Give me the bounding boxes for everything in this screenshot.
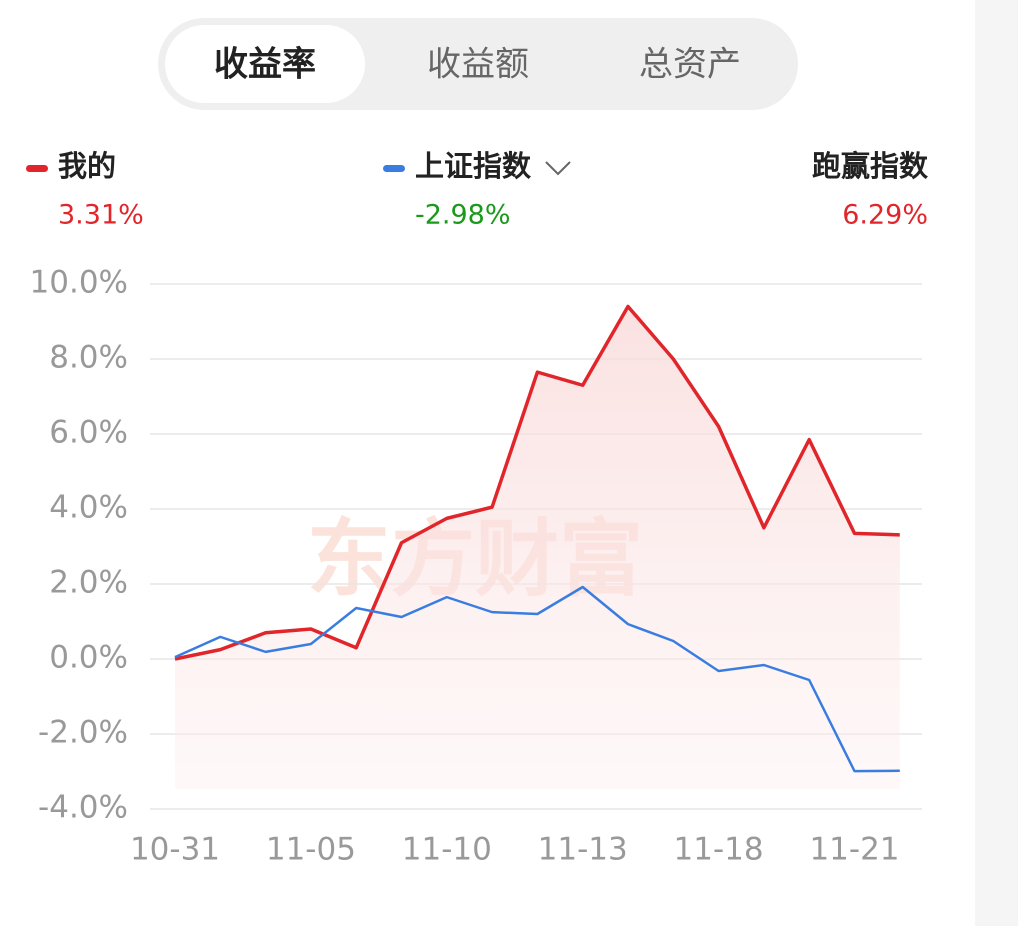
tab[interactable]: 总资产 [639,45,741,85]
side-panel [975,0,1018,926]
y-tick-label: -4.0% [38,790,128,826]
legend-value: -2.98% [415,200,511,231]
x-tick-label: 10-31 [130,832,220,868]
x-tick-label: 11-21 [809,832,899,868]
legend-swatch [383,165,405,172]
tab[interactable]: 收益率 [214,45,316,85]
legend-label[interactable]: 上证指数 [415,149,532,183]
legend-swatch [26,165,48,172]
excess-label: 跑赢指数 [812,149,929,183]
x-tick-label: 11-18 [674,832,764,868]
y-tick-label: 6.0% [49,415,128,451]
tab[interactable]: 收益额 [427,45,529,85]
x-tick-label: 11-05 [266,832,356,868]
line [174,585,900,773]
y-tick-label: 0.0% [49,640,128,676]
legend-label: 我的 [58,149,116,183]
area [175,306,900,789]
y-tick-label: 4.0% [49,490,128,526]
x-tick-label: 11-10 [402,832,492,868]
y-tick-label: 8.0% [49,340,128,376]
excess-value: 6.29% [842,200,928,231]
y-tick-label: -2.0% [38,715,128,751]
legend-value: 3.31% [58,200,144,231]
x-tick-label: 11-13 [538,832,628,868]
tab-active[interactable] [165,25,365,103]
y-tick-label: 2.0% [49,565,128,601]
dropdown-icon[interactable] [545,161,571,176]
line [174,304,900,661]
y-tick-label: 10.0% [30,265,128,301]
